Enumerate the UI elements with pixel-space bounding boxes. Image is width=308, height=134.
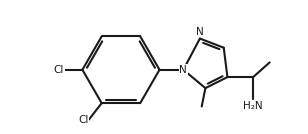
Text: Cl: Cl bbox=[54, 65, 64, 75]
Text: N: N bbox=[180, 65, 187, 75]
Text: Cl: Cl bbox=[79, 115, 89, 125]
Text: H₂N: H₂N bbox=[243, 101, 263, 111]
Text: N: N bbox=[196, 27, 204, 37]
